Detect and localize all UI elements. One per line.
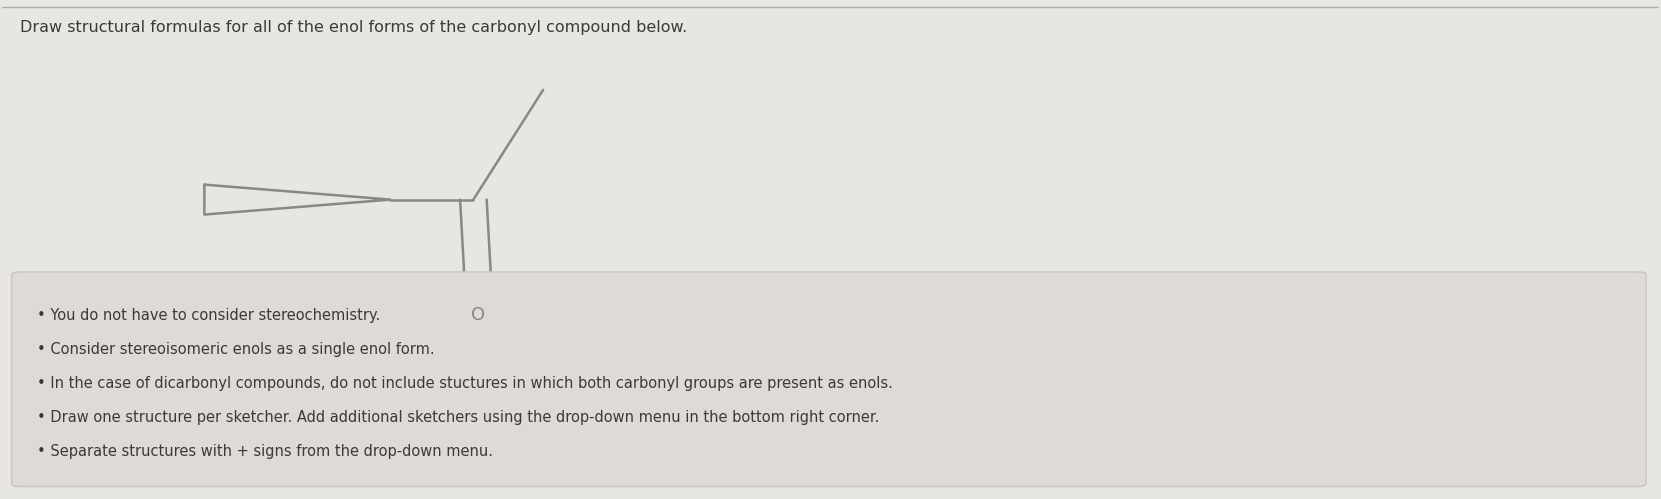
Text: • In the case of dicarbonyl compounds, do not include stuctures in which both ca: • In the case of dicarbonyl compounds, d… — [37, 376, 892, 391]
Text: O: O — [472, 306, 485, 324]
Text: Draw structural formulas for all of the enol forms of the carbonyl compound belo: Draw structural formulas for all of the … — [20, 20, 688, 35]
Text: • Consider stereoisomeric enols as a single enol form.: • Consider stereoisomeric enols as a sin… — [37, 342, 434, 357]
Text: • Draw one structure per sketcher. Add additional sketchers using the drop-down : • Draw one structure per sketcher. Add a… — [37, 410, 879, 425]
FancyBboxPatch shape — [12, 272, 1646, 487]
Text: • You do not have to consider stereochemistry.: • You do not have to consider stereochem… — [37, 308, 380, 323]
Text: • Separate structures with + signs from the drop-down menu.: • Separate structures with + signs from … — [37, 444, 493, 459]
